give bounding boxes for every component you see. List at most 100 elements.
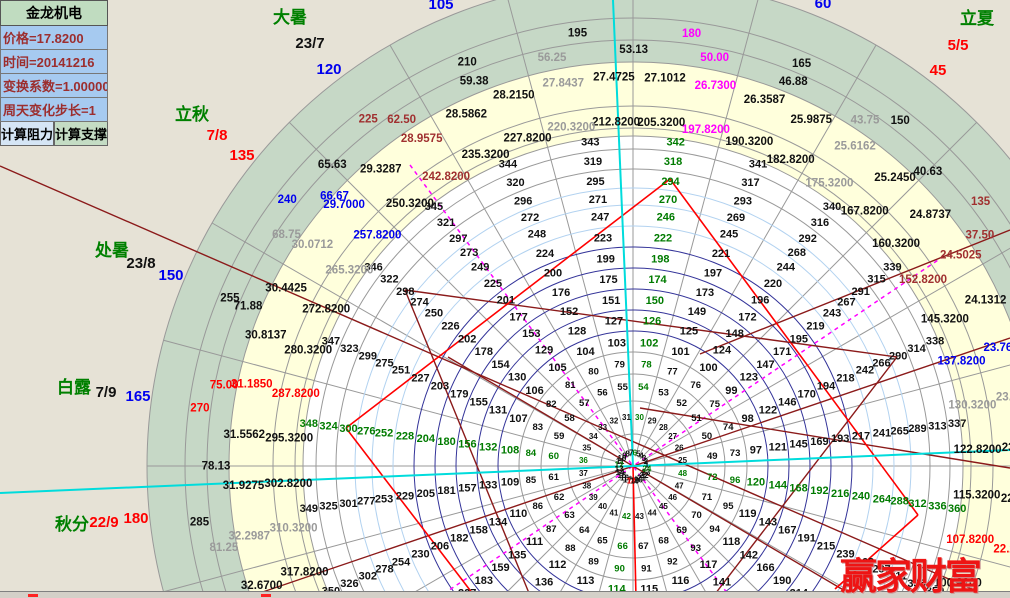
svg-text:29.3287: 29.3287 bbox=[360, 164, 402, 176]
solar-date-label: 22/9 bbox=[89, 514, 118, 531]
svg-text:28: 28 bbox=[659, 423, 668, 432]
svg-text:29: 29 bbox=[648, 416, 657, 425]
svg-text:339: 339 bbox=[883, 261, 901, 273]
svg-text:152.8200: 152.8200 bbox=[899, 274, 947, 286]
svg-text:244: 244 bbox=[777, 261, 796, 273]
svg-text:16: 16 bbox=[620, 474, 629, 483]
solar-date-label: 7/8 bbox=[207, 127, 228, 144]
svg-text:267: 267 bbox=[837, 297, 855, 309]
svg-text:96: 96 bbox=[730, 475, 741, 486]
step-row: 周天变化步长=1 bbox=[0, 98, 108, 122]
svg-text:24: 24 bbox=[642, 464, 651, 473]
svg-text:153: 153 bbox=[522, 328, 540, 340]
svg-text:22.6462: 22.6462 bbox=[1001, 493, 1010, 505]
svg-text:97: 97 bbox=[750, 444, 762, 456]
svg-text:24.1312: 24.1312 bbox=[965, 294, 1007, 306]
svg-text:119: 119 bbox=[739, 508, 757, 520]
calc-resistance-button[interactable]: 计算阻力 bbox=[0, 122, 54, 146]
svg-text:85: 85 bbox=[526, 475, 537, 486]
svg-text:30: 30 bbox=[635, 413, 644, 422]
svg-text:277: 277 bbox=[357, 496, 375, 508]
svg-text:341: 341 bbox=[749, 158, 767, 170]
svg-text:133: 133 bbox=[479, 480, 497, 492]
svg-text:90: 90 bbox=[614, 564, 625, 575]
svg-text:248: 248 bbox=[528, 229, 546, 241]
degree-label: 180 bbox=[123, 510, 148, 527]
svg-text:270: 270 bbox=[190, 402, 209, 414]
svg-text:110: 110 bbox=[510, 508, 528, 520]
svg-text:68: 68 bbox=[658, 535, 669, 546]
svg-text:31.5562: 31.5562 bbox=[224, 429, 266, 441]
svg-text:216: 216 bbox=[831, 488, 849, 500]
svg-text:280.3200: 280.3200 bbox=[284, 345, 332, 357]
calc-support-button[interactable]: 计算支撑 bbox=[54, 122, 108, 146]
svg-text:344: 344 bbox=[499, 158, 518, 170]
svg-text:215: 215 bbox=[817, 541, 835, 553]
svg-text:78.13: 78.13 bbox=[202, 460, 231, 472]
svg-text:319: 319 bbox=[584, 156, 602, 168]
support-lines-red bbox=[345, 178, 919, 598]
svg-text:82: 82 bbox=[546, 399, 557, 410]
svg-text:346: 346 bbox=[364, 261, 382, 273]
svg-text:241: 241 bbox=[873, 428, 891, 440]
svg-text:204: 204 bbox=[417, 433, 436, 445]
svg-text:40: 40 bbox=[598, 502, 607, 511]
svg-text:37.50: 37.50 bbox=[966, 230, 995, 242]
stock-name: 金龙机电 bbox=[0, 0, 108, 26]
svg-text:299: 299 bbox=[359, 351, 377, 363]
svg-text:4: 4 bbox=[639, 451, 644, 460]
svg-text:32: 32 bbox=[609, 416, 618, 425]
svg-text:274: 274 bbox=[410, 297, 429, 309]
svg-text:285: 285 bbox=[190, 517, 210, 529]
svg-text:239: 239 bbox=[836, 549, 854, 561]
svg-text:337: 337 bbox=[948, 418, 966, 430]
solar-term-label: 立夏 bbox=[960, 8, 995, 28]
svg-text:145.3200: 145.3200 bbox=[921, 314, 969, 326]
svg-text:155: 155 bbox=[470, 397, 488, 409]
svg-text:32.2987: 32.2987 bbox=[229, 531, 271, 543]
svg-text:173: 173 bbox=[696, 287, 714, 299]
svg-text:115.3200: 115.3200 bbox=[953, 489, 1000, 501]
svg-text:23.7600: 23.7600 bbox=[984, 342, 1010, 354]
svg-text:335: 335 bbox=[907, 578, 925, 590]
degree-label: 135 bbox=[229, 147, 254, 164]
svg-text:80: 80 bbox=[588, 366, 599, 377]
svg-text:272: 272 bbox=[521, 212, 539, 224]
svg-text:217: 217 bbox=[852, 431, 870, 443]
svg-text:192: 192 bbox=[810, 485, 828, 497]
svg-text:165: 165 bbox=[792, 58, 812, 70]
svg-text:250: 250 bbox=[425, 308, 443, 320]
date-row: 时间=20141216 bbox=[0, 50, 108, 74]
svg-text:113: 113 bbox=[577, 575, 595, 587]
svg-text:158: 158 bbox=[470, 524, 488, 536]
svg-text:242.8200: 242.8200 bbox=[422, 171, 470, 183]
degree-label: 165 bbox=[125, 388, 150, 405]
svg-text:225: 225 bbox=[484, 278, 502, 290]
svg-text:169: 169 bbox=[810, 436, 828, 448]
svg-text:205: 205 bbox=[417, 488, 435, 500]
svg-text:150: 150 bbox=[646, 295, 664, 307]
svg-text:212.8200: 212.8200 bbox=[592, 116, 640, 128]
svg-text:13: 13 bbox=[615, 464, 624, 473]
svg-text:99: 99 bbox=[725, 385, 737, 397]
price180-ring: 100.3200 107.8200 115.3200 122.8200 130.3200… bbox=[264, 116, 1001, 589]
svg-text:255: 255 bbox=[220, 292, 240, 304]
solar-term-label: 立秋 bbox=[175, 104, 210, 124]
svg-text:68.75: 68.75 bbox=[272, 229, 301, 241]
svg-text:134: 134 bbox=[489, 516, 508, 528]
svg-text:316: 316 bbox=[811, 217, 829, 229]
svg-text:225: 225 bbox=[359, 113, 379, 125]
bottom-border-strip bbox=[0, 591, 1010, 598]
svg-text:172: 172 bbox=[738, 311, 756, 323]
svg-text:200: 200 bbox=[544, 267, 562, 279]
svg-text:196: 196 bbox=[751, 295, 769, 307]
svg-text:102: 102 bbox=[640, 338, 658, 350]
svg-text:224: 224 bbox=[536, 248, 555, 260]
svg-text:272.8200: 272.8200 bbox=[302, 303, 350, 315]
svg-text:242: 242 bbox=[856, 364, 874, 376]
svg-text:86: 86 bbox=[533, 501, 544, 512]
svg-text:295.3200: 295.3200 bbox=[265, 433, 313, 445]
svg-text:41: 41 bbox=[609, 509, 618, 518]
svg-text:197.8200: 197.8200 bbox=[682, 124, 730, 136]
